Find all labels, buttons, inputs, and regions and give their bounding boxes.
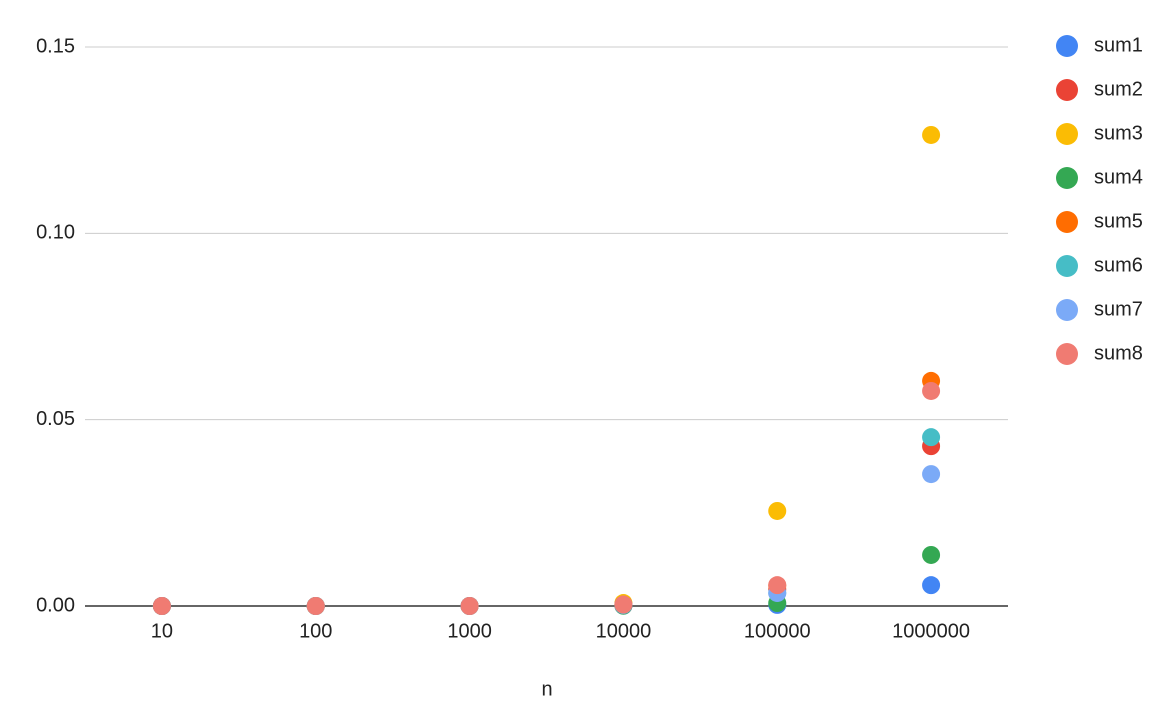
point [768, 501, 787, 520]
legend-label: sum3 [1094, 122, 1143, 144]
legend-marker [1056, 35, 1078, 57]
legend-label: sum6 [1094, 254, 1143, 276]
legend-marker [1056, 255, 1078, 277]
legend-marker [1056, 299, 1078, 321]
legend-label: sum5 [1094, 210, 1143, 232]
y-tick-label: 0.10 [36, 222, 75, 244]
x-tick-label: 1000000 [892, 620, 970, 642]
legend-marker [1056, 123, 1078, 145]
y-tick-label: 0.15 [36, 35, 75, 57]
legend-label: sum2 [1094, 78, 1143, 100]
point [922, 465, 941, 484]
point [922, 545, 941, 564]
x-tick-label: 10 [151, 620, 173, 642]
point [460, 597, 479, 615]
point [922, 576, 941, 595]
legend-marker [1056, 211, 1078, 233]
point [152, 597, 171, 615]
point [922, 381, 941, 400]
x-tick-label: 100 [299, 620, 332, 642]
point [768, 576, 787, 595]
point [922, 125, 941, 144]
legend-label: sum8 [1094, 342, 1143, 364]
y-tick-label: 0.00 [36, 594, 75, 616]
x-tick-label: 100000 [744, 620, 811, 642]
point [922, 428, 941, 447]
legend-label: sum4 [1094, 166, 1143, 188]
legend-marker [1056, 343, 1078, 365]
legend-marker [1056, 79, 1078, 101]
legend-marker [1056, 167, 1078, 189]
point [614, 595, 633, 614]
x-tick-label: 10000 [596, 620, 652, 642]
legend-label: sum1 [1094, 34, 1143, 56]
x-tick-label: 1000 [447, 620, 492, 642]
y-tick-label: 0.05 [36, 408, 75, 430]
x-axis-label: n [541, 678, 552, 700]
legend-label: sum7 [1094, 298, 1143, 320]
point [306, 597, 325, 615]
